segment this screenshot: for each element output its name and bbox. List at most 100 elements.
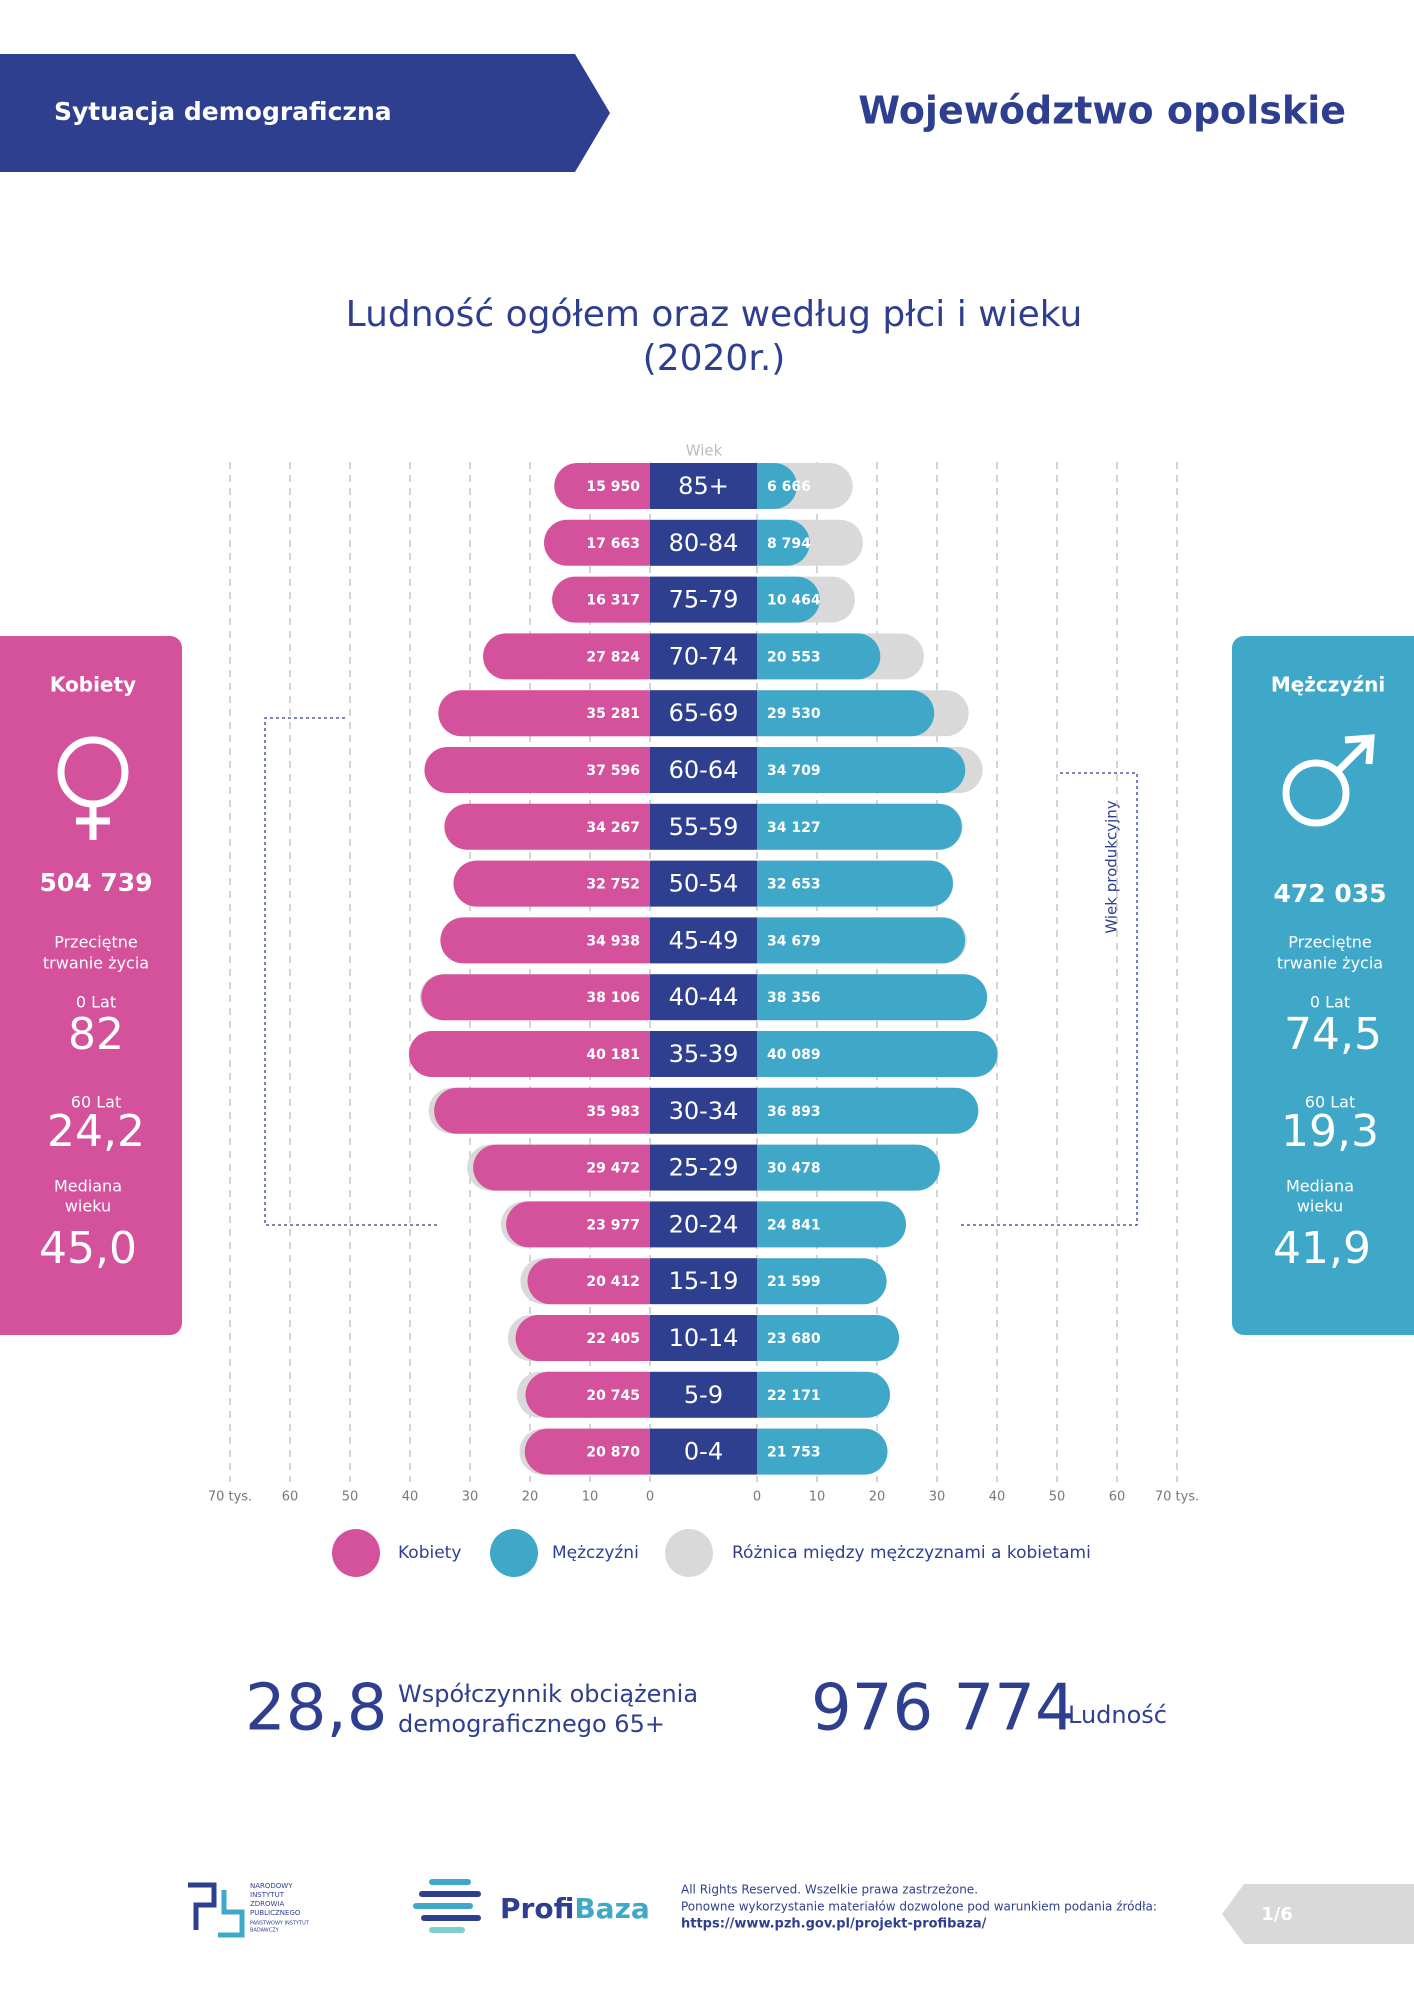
- age-label: 65-69: [669, 699, 739, 727]
- age-label: 70-74: [669, 642, 739, 670]
- panel-value: 19,3: [1281, 1106, 1379, 1157]
- bar: [483, 633, 670, 680]
- panel-label: trwanie życia: [1277, 954, 1383, 973]
- panel-label: Mediana: [54, 1177, 122, 1196]
- bar: [737, 1087, 979, 1134]
- bar: [737, 633, 881, 680]
- institute-line: NARODOWY: [250, 1882, 293, 1890]
- bar: [737, 917, 966, 964]
- value-label: 10 464: [767, 593, 821, 609]
- source-link[interactable]: https://www.pzh.gov.pl/projekt-profibaza…: [681, 1917, 987, 1932]
- panel: [0, 636, 182, 1335]
- bar: [737, 974, 988, 1021]
- age-box: [650, 974, 757, 1021]
- panel-label: 60 Lat: [71, 1093, 121, 1112]
- stat-label: demograficznego 65+: [398, 1710, 665, 1738]
- institute-line: INSTYTUT: [250, 1891, 285, 1899]
- x-tick-label: 70 tys.: [208, 1490, 252, 1505]
- panel-label: Przeciętne: [1288, 933, 1372, 952]
- value-label: 22 405: [586, 1331, 640, 1347]
- header-band: [0, 54, 610, 172]
- chart-title: Ludność ogółem oraz według płci i wieku: [346, 294, 1083, 335]
- age-box: [650, 803, 757, 850]
- value-label: 34 938: [586, 933, 640, 949]
- value-label: 32 653: [767, 877, 821, 893]
- panel-label: 60 Lat: [1305, 1093, 1355, 1112]
- value-label: 40 181: [586, 1047, 640, 1063]
- age-box: [650, 747, 757, 793]
- age-label: 25-29: [669, 1154, 739, 1182]
- institute-line: PAŃSTWOWY INSTYTUT: [250, 1920, 310, 1927]
- bar: [440, 917, 670, 964]
- age-box: [650, 1371, 757, 1418]
- value-label: 27 824: [586, 649, 640, 665]
- region-title: Województwo opolskie: [858, 89, 1346, 133]
- panel-value: 74,5: [1284, 1009, 1382, 1060]
- age-box: [650, 1144, 757, 1191]
- value-label: 32 752: [586, 877, 640, 893]
- brand-logo: [413, 1879, 481, 1933]
- bar: [737, 803, 962, 850]
- value-label: 20 870: [586, 1445, 640, 1461]
- bar: [408, 1031, 670, 1077]
- bar: [544, 519, 670, 566]
- value-label: 21 599: [767, 1274, 821, 1290]
- bar: [438, 690, 670, 737]
- value-label: 34 679: [767, 933, 821, 949]
- panel-label: Mediana: [1286, 1177, 1354, 1196]
- bar: [424, 747, 670, 793]
- chart-subtitle: (2020r.): [643, 338, 786, 379]
- brand-name: ProfiBaza: [500, 1892, 650, 1925]
- institute-logo: [188, 1882, 245, 1938]
- panel-value: 24,2: [47, 1106, 145, 1157]
- value-label: 23 977: [586, 1217, 640, 1233]
- age-box: [650, 576, 757, 623]
- bar: [515, 1315, 670, 1361]
- bar: [552, 576, 670, 623]
- bar: [737, 1428, 888, 1475]
- value-label: 37 596: [586, 763, 640, 779]
- panel-label: 0 Lat: [1310, 993, 1350, 1012]
- x-tick-label: 0: [753, 1490, 761, 1505]
- bar: [737, 1201, 907, 1248]
- age-label: 45-49: [669, 926, 739, 954]
- institute-line: BADAWCZY: [250, 1928, 280, 1934]
- age-label: 55-59: [669, 813, 739, 841]
- age-box: [650, 1315, 757, 1361]
- x-tick-label: 10: [582, 1490, 599, 1505]
- bracket: [264, 717, 440, 1226]
- bar: [444, 803, 670, 850]
- value-label: 16 317: [586, 593, 640, 609]
- value-label: 23 680: [767, 1331, 821, 1347]
- institute-line: PUBLICZNEGO: [250, 1909, 301, 1917]
- bar: [737, 1315, 900, 1361]
- institute-name: NARODOWY INSTYTUT ZDROWIA PUBLICZNEGO PA…: [250, 1882, 310, 1934]
- value-label: 17 663: [586, 536, 640, 552]
- age-box: [650, 690, 757, 737]
- pyramid-chart: 0 0 10 10 20 20 30 30 40 40 50 50 60 60 70 tys. 70 tys.…: [208, 462, 1199, 1505]
- value-label: 29 530: [767, 706, 821, 722]
- age-box: [650, 519, 757, 566]
- female-icon: [57, 736, 129, 840]
- age-label: 30-34: [669, 1097, 739, 1125]
- legend-swatch: [490, 1529, 538, 1577]
- bar: [434, 1087, 670, 1134]
- bar: [525, 1371, 670, 1418]
- bar: [737, 1144, 940, 1191]
- panel-label: Przeciętne: [54, 933, 138, 952]
- legend-label: Kobiety: [398, 1543, 461, 1563]
- x-tick-label: 70 tys.: [1155, 1490, 1199, 1505]
- panel-value: 82: [68, 1009, 124, 1060]
- x-tick-label: 20: [522, 1490, 539, 1505]
- bar: [737, 1031, 998, 1077]
- x-tick-label: 20: [869, 1490, 886, 1505]
- value-label: 38 106: [586, 990, 640, 1006]
- panel-title: Mężczyźni: [1271, 673, 1385, 697]
- bracket: [960, 772, 1138, 1226]
- bar: [453, 860, 670, 907]
- x-tick-label: 10: [809, 1490, 826, 1505]
- value-label: 34 709: [767, 763, 821, 779]
- value-label: 21 753: [767, 1445, 821, 1461]
